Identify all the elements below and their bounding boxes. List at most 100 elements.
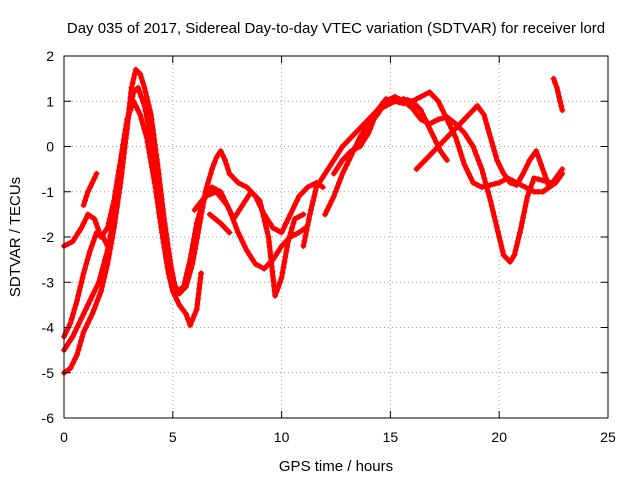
data-point [433,145,440,151]
x-tick-label: 0 [60,429,68,445]
data-point [195,215,201,222]
data-point [156,214,163,221]
data-point [81,265,88,272]
data-point [346,157,353,164]
data-point [93,229,100,236]
data-point [492,218,499,225]
data-point [217,220,224,227]
data-point [93,220,100,227]
data-point [520,170,527,177]
data-point [103,252,110,259]
data-point [370,116,377,123]
data-point [235,179,242,186]
y-tick-label: 0 [46,139,54,155]
data-point [487,182,494,188]
data-point [272,292,279,299]
data-point [69,333,76,340]
data-point [325,166,331,173]
data-point [100,261,107,268]
data-point [523,198,530,205]
data-point [435,116,442,123]
data-point [189,317,196,323]
data-point [543,186,549,193]
data-point [239,182,246,188]
data-point [82,306,89,313]
data-point [430,134,437,141]
data-point [89,310,96,317]
data-point [327,161,334,168]
data-point [193,306,200,313]
data-point [174,297,181,304]
data-point [539,188,546,195]
data-point [93,170,100,177]
data-point [148,159,154,166]
data-point [91,306,97,313]
y-tick-label: -2 [42,229,55,245]
data-point [308,206,314,213]
data-point [181,279,188,286]
data-point [332,188,339,195]
data-point [426,89,433,96]
data-point [336,179,342,186]
data-point [282,254,289,260]
data-point [202,193,209,200]
data-point [459,157,466,164]
data-point [330,170,337,177]
data-point [556,170,562,177]
data-point [524,193,531,200]
y-axis-label: SDTVAR / TECUs [7,177,24,297]
data-point [92,234,98,240]
data-point [330,157,337,164]
data-point [430,148,437,154]
data-point [486,193,493,200]
data-point [322,211,329,218]
data-point [106,215,113,222]
data-point [123,121,130,128]
data-point [243,184,250,191]
data-point [491,180,498,187]
data-point [553,84,560,91]
data-point [300,243,307,250]
data-point [217,148,224,154]
data-point [474,182,481,188]
data-point [267,220,273,227]
data-point [154,199,161,206]
data-point [283,248,290,255]
data-point [190,241,196,248]
data-point [144,139,151,146]
data-point [223,161,230,168]
data-point [76,320,83,326]
data-point [289,224,295,231]
data-point [141,84,148,91]
data-point [473,152,480,159]
data-point [189,246,196,253]
data-point [428,151,434,157]
data-point [404,99,411,106]
data-point [494,157,500,164]
data-point [101,229,108,236]
data-point [369,120,376,127]
data-point [108,206,115,213]
data-point [127,107,134,114]
data-point [125,111,132,118]
data-point [467,139,474,145]
data-point [287,211,294,218]
data-point [278,243,285,250]
data-point [529,179,536,186]
data-point [387,97,394,104]
data-point [191,230,198,237]
data-point [143,113,150,120]
data-point [356,125,363,132]
data-point [242,197,249,204]
data-point [84,188,91,195]
data-point [444,116,450,123]
data-point [97,274,104,281]
data-point [146,149,153,156]
data-point [76,288,83,295]
data-point [140,80,147,87]
data-point [310,197,317,204]
data-point [213,154,220,161]
data-point [74,324,81,331]
data-point [158,224,165,231]
data-point [83,193,90,200]
